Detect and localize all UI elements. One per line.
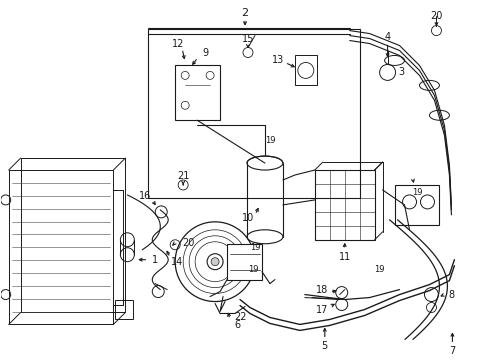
Text: 18: 18 bbox=[315, 284, 327, 294]
Text: 22: 22 bbox=[233, 312, 246, 323]
Text: 15: 15 bbox=[241, 33, 254, 44]
Text: 14: 14 bbox=[171, 257, 183, 267]
Text: 12: 12 bbox=[172, 39, 184, 49]
Bar bbox=[294, 55, 316, 85]
Text: 10: 10 bbox=[242, 213, 254, 223]
Text: 20: 20 bbox=[429, 11, 442, 21]
Text: 1: 1 bbox=[152, 255, 158, 265]
Circle shape bbox=[211, 258, 219, 266]
Text: 16: 16 bbox=[139, 191, 151, 201]
Text: 6: 6 bbox=[233, 320, 240, 330]
Text: 20: 20 bbox=[182, 238, 194, 248]
Text: 19: 19 bbox=[264, 136, 275, 145]
Text: 9: 9 bbox=[202, 49, 208, 58]
Bar bbox=[175, 66, 220, 120]
Text: 8: 8 bbox=[447, 289, 453, 300]
Text: 19: 19 bbox=[411, 188, 422, 197]
Text: 7: 7 bbox=[448, 346, 455, 356]
Text: 21: 21 bbox=[177, 171, 189, 181]
Bar bbox=[9, 170, 113, 324]
Circle shape bbox=[207, 254, 223, 270]
Text: 17: 17 bbox=[315, 306, 327, 315]
Text: 4: 4 bbox=[384, 32, 390, 41]
Bar bbox=[148, 28, 359, 198]
Bar bbox=[394, 185, 439, 225]
Bar bbox=[314, 170, 374, 240]
Bar bbox=[226, 244, 262, 280]
Text: 19: 19 bbox=[247, 265, 258, 274]
Text: 3: 3 bbox=[398, 67, 404, 77]
Text: 19: 19 bbox=[374, 265, 384, 274]
Bar bbox=[115, 300, 133, 319]
Text: 2: 2 bbox=[241, 8, 248, 18]
Text: 11: 11 bbox=[338, 252, 350, 262]
Text: 13: 13 bbox=[271, 55, 284, 66]
Text: 5: 5 bbox=[321, 341, 327, 351]
Text: 19: 19 bbox=[249, 243, 260, 252]
